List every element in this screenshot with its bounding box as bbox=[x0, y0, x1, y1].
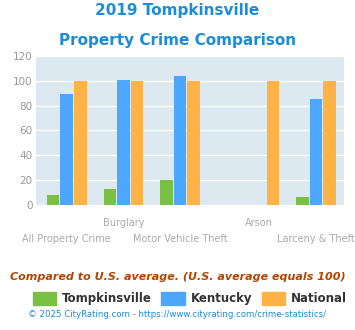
Text: Burglary: Burglary bbox=[103, 218, 144, 228]
Text: All Property Crime: All Property Crime bbox=[22, 234, 111, 244]
Text: Compared to U.S. average. (U.S. average equals 100): Compared to U.S. average. (U.S. average … bbox=[10, 272, 345, 282]
Bar bbox=[104, 188, 116, 205]
Bar bbox=[60, 94, 73, 205]
Text: Property Crime Comparison: Property Crime Comparison bbox=[59, 33, 296, 48]
Bar bbox=[174, 76, 186, 205]
Bar bbox=[74, 81, 87, 205]
Legend: Tompkinsville, Kentucky, National: Tompkinsville, Kentucky, National bbox=[28, 288, 352, 310]
Bar bbox=[117, 80, 130, 205]
Bar bbox=[323, 81, 336, 205]
Text: Arson: Arson bbox=[245, 218, 273, 228]
Bar bbox=[131, 81, 143, 205]
Text: Larceny & Theft: Larceny & Theft bbox=[277, 234, 355, 244]
Bar bbox=[187, 81, 200, 205]
Text: 2019 Tompkinsville: 2019 Tompkinsville bbox=[95, 3, 260, 18]
Bar bbox=[310, 99, 322, 205]
Bar bbox=[160, 180, 173, 205]
Bar bbox=[267, 81, 279, 205]
Text: Motor Vehicle Theft: Motor Vehicle Theft bbox=[133, 234, 227, 244]
Text: © 2025 CityRating.com - https://www.cityrating.com/crime-statistics/: © 2025 CityRating.com - https://www.city… bbox=[28, 310, 327, 319]
Bar bbox=[296, 197, 308, 205]
Bar bbox=[47, 195, 59, 205]
